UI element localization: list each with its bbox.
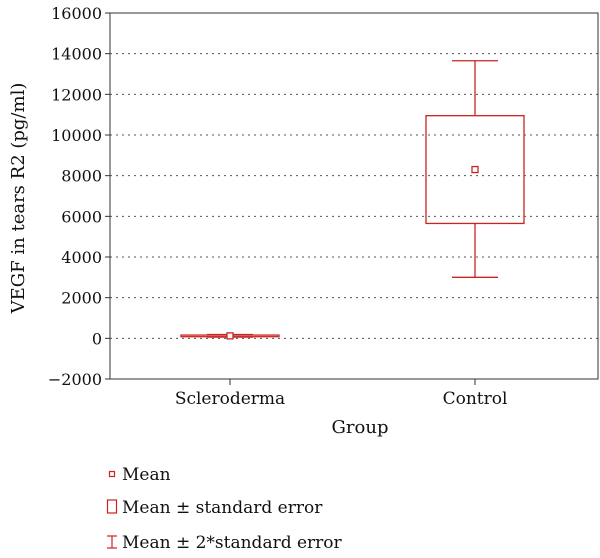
legend-mean-icon (108, 470, 116, 478)
x-axis-ticks: Scleroderma Control (175, 379, 508, 409)
y-tick-label: 0 (92, 329, 102, 348)
legend-label: Mean ± 2*standard error (122, 533, 343, 553)
legend-label: Mean ± standard error (122, 498, 323, 518)
legend: Mean Mean ± standard error Mean ± 2*standa… (106, 465, 343, 553)
y-tick-label: 16000 (51, 4, 102, 23)
legend-label: Mean (122, 465, 171, 485)
y-axis-title: VEGF in tears R2 (pg/ml) (8, 83, 29, 315)
mean-marker (471, 165, 479, 174)
y-tick-label: 2000 (61, 289, 102, 308)
y-tick-label: 14000 (51, 45, 102, 64)
x-axis-title: Group (332, 417, 389, 438)
mean-marker (226, 332, 234, 340)
y-axis-ticks: −2000 0 2000 4000 6000 8000 10000 12000 14000 160… (48, 4, 110, 389)
box-marks (180, 60, 525, 340)
se-box (425, 115, 525, 225)
y-tick-label: 6000 (61, 207, 102, 226)
y-tick-label: 12000 (51, 85, 102, 104)
y-tick-label: 10000 (51, 126, 102, 145)
grid-lines (110, 53, 598, 339)
plot-area (109, 12, 599, 380)
y-tick-label: −2000 (48, 370, 102, 389)
legend-box-icon (106, 499, 118, 514)
x-tick-label: Control (443, 389, 508, 409)
x-tick-label: Scleroderma (175, 389, 285, 409)
y-tick-label: 8000 (61, 167, 102, 186)
y-tick-label: 4000 (61, 248, 102, 267)
